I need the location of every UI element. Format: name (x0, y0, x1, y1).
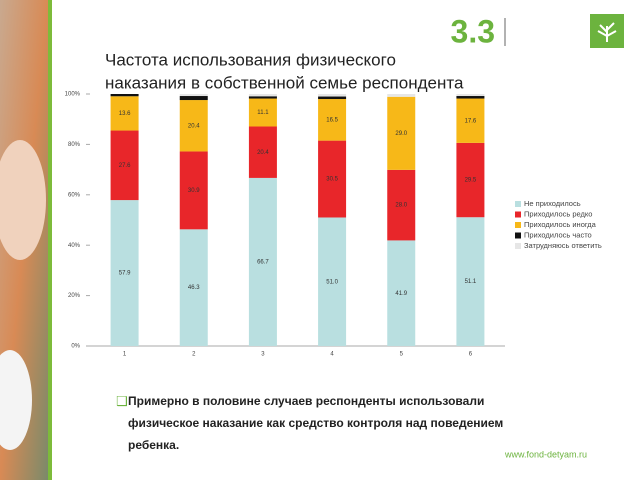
y-tick-label: 100% (65, 92, 81, 98)
bar-segment (248, 126, 277, 178)
bullet-icon: ❑ (116, 393, 128, 408)
bar-segment (179, 229, 208, 346)
bar-segment (248, 94, 277, 97)
photo-detail (0, 350, 32, 450)
value-label: 66.7 (257, 260, 269, 266)
legend-swatch (515, 211, 521, 218)
value-label: 17.6 (465, 118, 477, 124)
value-label: 51.1 (465, 279, 477, 285)
bar-segment (456, 96, 485, 99)
bar-segment (318, 140, 347, 218)
bar-segment (456, 217, 485, 346)
legend-swatch (515, 232, 521, 239)
y-tick-label: 20% (68, 293, 81, 299)
legend-swatch (515, 243, 521, 249)
bar-segment (318, 99, 347, 141)
x-tick-label: 3 (261, 352, 265, 358)
value-label: 51.0 (326, 279, 338, 285)
website: www.fond-detyam.ru (504, 449, 587, 459)
x-tick-label: 4 (330, 352, 334, 358)
bar-segment (248, 177, 277, 346)
bullet-text: физическое наказание как средство контро… (128, 416, 503, 430)
accent-line (48, 0, 52, 480)
logo-tree (597, 22, 617, 42)
legend-swatch (515, 201, 521, 207)
value-label: 20.4 (257, 150, 269, 156)
x-tick-label: 1 (123, 352, 127, 358)
legend-label: Затрудняюсь ответить (524, 241, 602, 250)
bar-segment (318, 217, 347, 346)
value-label: 30.5 (326, 177, 338, 183)
bar-segment (110, 130, 139, 201)
bar-segment (179, 96, 208, 101)
bullet-text: Примерно в половине случаев респонденты … (128, 394, 484, 408)
x-tick-label: 6 (469, 352, 473, 358)
bar-segment (179, 94, 208, 97)
bar-segment (387, 96, 416, 170)
chart-title: наказания в собственной семье респондент… (105, 73, 464, 92)
bar-segment (456, 98, 485, 143)
bar-segment (110, 96, 139, 131)
bar-segment (248, 98, 277, 127)
bar-segment (387, 169, 416, 241)
photo-hand (0, 140, 46, 260)
bar-segment (387, 240, 416, 346)
y-tick-label: 60% (68, 192, 81, 198)
bar-segment (110, 200, 139, 346)
legend-label: Приходилось часто (524, 230, 592, 239)
value-label: 16.5 (326, 117, 338, 123)
bar-segment (248, 96, 277, 99)
bar-segment (318, 94, 347, 97)
y-tick-label: 40% (68, 243, 81, 249)
bar-segment (179, 100, 208, 152)
value-label: 29.5 (465, 178, 477, 184)
y-tick-label: 0% (71, 344, 80, 350)
value-label: 57.9 (119, 271, 131, 277)
bar-segment (456, 94, 485, 97)
value-label: 11.1 (257, 110, 269, 116)
value-label: 41.9 (395, 291, 407, 297)
value-label: 46.3 (188, 285, 200, 291)
bar-segment (110, 94, 139, 97)
value-label: 27.6 (119, 163, 131, 169)
slide-number: 3.3 (451, 13, 495, 49)
value-label: 30.9 (188, 188, 200, 194)
legend-label: Не приходилось (524, 199, 581, 208)
legend-label: Приходилось редко (524, 209, 592, 218)
legend-swatch (515, 222, 521, 228)
value-label: 13.6 (119, 111, 131, 117)
chart-title: Частота использования физического (105, 50, 396, 69)
x-tick-label: 2 (192, 352, 196, 358)
y-tick-label: 80% (68, 142, 81, 148)
x-tick-label: 5 (400, 352, 404, 358)
bullet-text: ребенка. (128, 438, 179, 452)
value-label: 28.0 (395, 203, 407, 209)
value-label: 29.0 (395, 131, 407, 137)
bar-segment (179, 151, 208, 230)
bar-segment (387, 94, 416, 97)
value-label: 20.4 (188, 123, 200, 129)
bar-segment (456, 142, 485, 218)
bar-segment (318, 96, 347, 100)
legend-label: Приходилось иногда (524, 220, 597, 229)
